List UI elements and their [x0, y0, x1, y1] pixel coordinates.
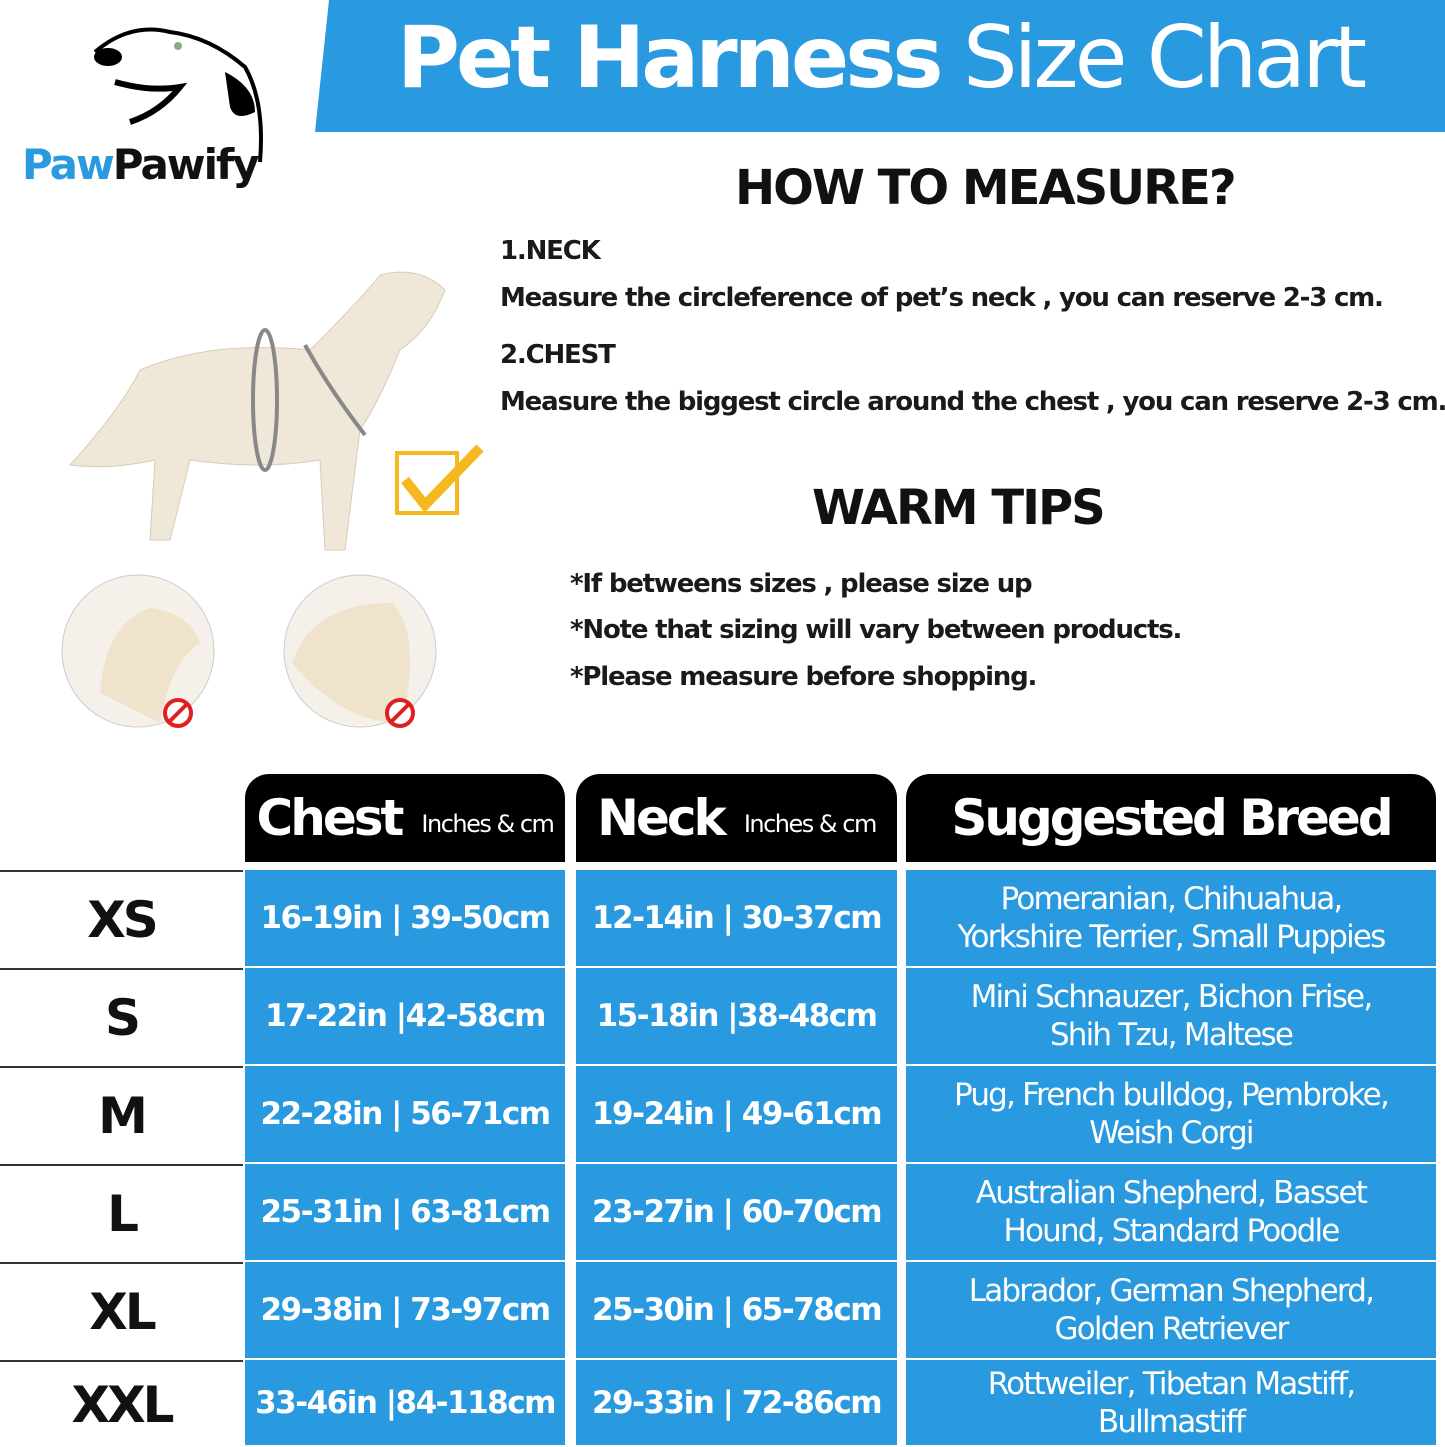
size-label: M: [0, 1066, 243, 1164]
breed-line: Pug, French bulldog, Pembroke,: [953, 1077, 1390, 1113]
wrong-chest-example: [283, 574, 437, 728]
neck-value: 29-33in | 72-86cm: [576, 1360, 897, 1445]
tip-item: *Please measure before shopping.: [570, 662, 1037, 692]
chest-column-header: Chest Inches & cm: [245, 774, 565, 862]
dog-logo-icon: [93, 27, 263, 163]
chest-value: 33-46in |84-118cm: [245, 1360, 565, 1445]
chest-value: 29-38in | 73-97cm: [245, 1262, 565, 1358]
suggested-breed: Australian Shepherd, Basset Hound, Standa…: [906, 1164, 1436, 1260]
breed-line: Hound, Standard Poodle: [1003, 1213, 1340, 1249]
dog-measurement-illustration: [68, 271, 484, 551]
how-to-measure-heading: HOW TO MEASURE?: [735, 160, 1237, 216]
neck-label: 1.NECK: [500, 236, 601, 266]
suggested-breed: Pomeranian, Chihuahua, Yorkshire Terrier,…: [906, 870, 1436, 966]
size-label: S: [0, 968, 243, 1066]
breed-line: Australian Shepherd, Basset: [975, 1175, 1368, 1211]
brand-logo: PawPawify: [22, 140, 260, 189]
chest-instructions: Measure the biggest circle around the ch…: [500, 387, 1445, 417]
neck-value: 23-27in | 60-70cm: [576, 1164, 897, 1260]
breed-line: Yorkshire Terrier, Small Puppies: [957, 919, 1386, 955]
wrong-neck-example: [61, 574, 215, 728]
neck-column-header: Neck Inches & cm: [576, 774, 897, 862]
chest-value: 25-31in | 63-81cm: [245, 1164, 565, 1260]
breed-line: Pomeranian, Chihuahua,: [1000, 881, 1344, 917]
neck-value: 15-18in |38-48cm: [576, 968, 897, 1064]
suggested-breed: Pug, French bulldog, Pembroke, Weish Corg…: [906, 1066, 1436, 1162]
breed-line: Weish Corgi: [1089, 1115, 1254, 1151]
breed-line: Golden Retriever: [1054, 1311, 1289, 1347]
title-banner: [315, 0, 1445, 132]
chest-label: 2.CHEST: [500, 340, 616, 370]
page-title: Pet Harness Size Chart: [396, 8, 1367, 108]
neck-instructions: Measure the circleference of pet’s neck …: [500, 283, 1384, 313]
warm-tips-heading: WARM TIPS: [812, 480, 1106, 536]
tip-item: *Note that sizing will vary between prod…: [570, 615, 1182, 645]
size-label: XS: [0, 870, 243, 968]
breed-line: Shih Tzu, Maltese: [1049, 1017, 1294, 1053]
breed-line: Bullmastiff: [1097, 1403, 1246, 1440]
size-label: XXL: [0, 1360, 243, 1447]
suggested-breed: Rottweiler, Tibetan Mastiff, Bullmastiff: [906, 1360, 1436, 1445]
size-label: XL: [0, 1262, 243, 1360]
neck-value: 25-30in | 65-78cm: [576, 1262, 897, 1358]
breed-line: Labrador, German Shepherd,: [968, 1273, 1375, 1309]
tip-item: *If betweens sizes , please size up: [570, 569, 1033, 599]
chest-value: 17-22in |42-58cm: [245, 968, 565, 1064]
suggested-breed: Mini Schnauzer, Bichon Frise, Shih Tzu, M…: [906, 968, 1436, 1064]
neck-value: 19-24in | 49-61cm: [576, 1066, 897, 1162]
breed-line: Rottweiler, Tibetan Mastiff,: [987, 1365, 1356, 1402]
chest-value: 22-28in | 56-71cm: [245, 1066, 565, 1162]
size-label: L: [0, 1164, 243, 1262]
breed-column-header: Suggested Breed: [906, 774, 1436, 862]
neck-value: 12-14in | 30-37cm: [576, 870, 897, 966]
chest-value: 16-19in | 39-50cm: [245, 870, 565, 966]
breed-line: Mini Schnauzer, Bichon Frise,: [970, 979, 1374, 1015]
suggested-breed: Labrador, German Shepherd, Golden Retriev…: [906, 1262, 1436, 1358]
